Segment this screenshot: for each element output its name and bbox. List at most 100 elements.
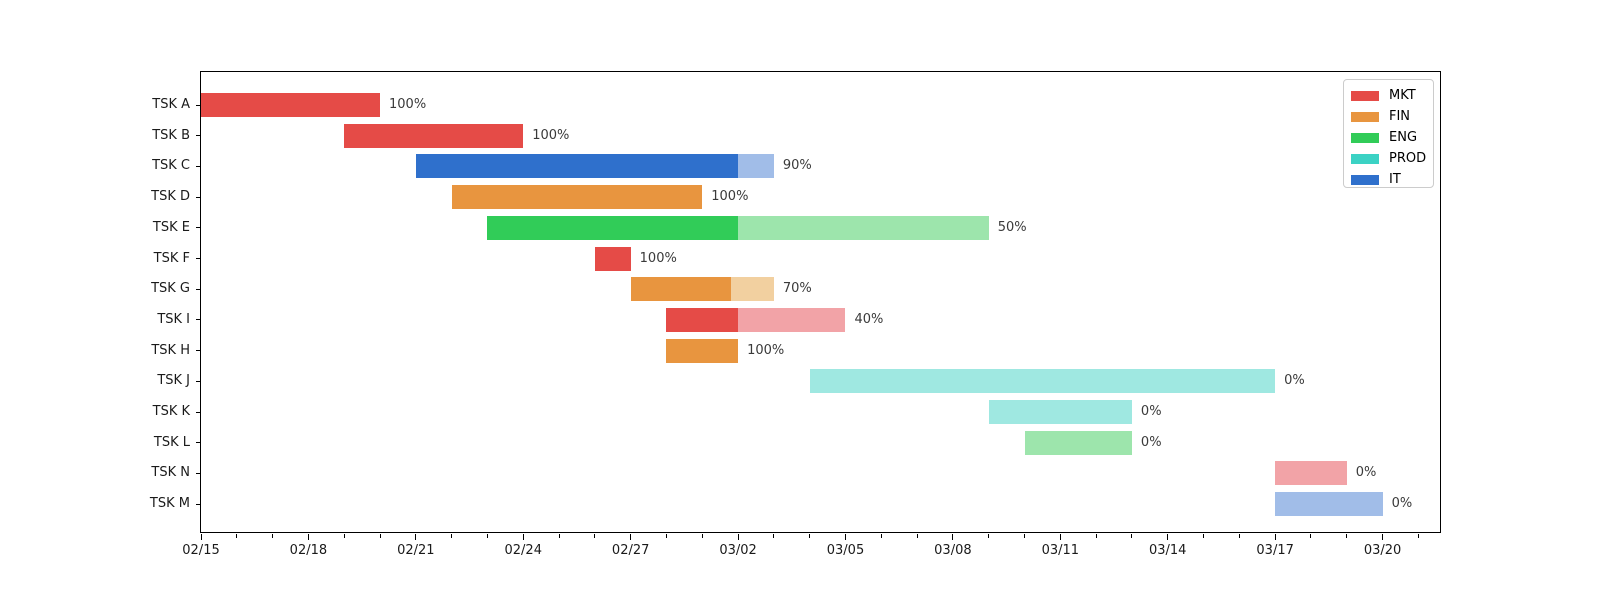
task-bar-complete-segment [487,215,739,240]
task-bar-remaining-segment [1024,430,1132,455]
x-axis-tick-label: 02/15 [182,543,220,558]
legend-item: MKT [1344,86,1433,107]
y-axis-label: TSK H [151,342,190,358]
task-percent-label: 0% [1140,434,1162,450]
task-percent-label: 100% [389,97,427,112]
y-axis-tick [196,380,200,382]
legend-label: MKT [1389,88,1416,103]
x-axis-tick-label: 03/02 [719,543,757,558]
x-axis-major-tick [307,534,309,540]
x-axis-tick-label: 02/21 [397,543,435,558]
legend-item: FIN [1344,107,1433,128]
x-axis-minor-tick [880,534,882,538]
y-axis-label: TSK L [153,434,190,450]
y-axis-label: TSK F [153,250,190,266]
x-axis-minor-tick [1417,534,1419,538]
x-axis-minor-tick [272,534,274,538]
legend-swatch [1351,175,1379,185]
task-percent-label: 0% [1391,496,1413,512]
y-axis-label: TSK M [149,496,190,512]
y-axis-tick [196,442,200,444]
y-axis-tick [196,319,200,321]
x-axis-major-tick [1167,534,1169,540]
y-axis-label: TSK C [152,158,190,174]
x-axis-tick-label: 02/27 [611,543,650,558]
y-axis-label: TSK A [152,97,190,112]
x-axis-major-tick [737,534,739,540]
y-axis-label: TSK E [152,219,190,235]
task-bar-remaining-segment [738,154,774,179]
x-axis-minor-tick [486,534,488,538]
task-bar-remaining-segment [738,215,989,240]
x-axis-minor-tick [1310,534,1312,538]
legend-item: IT [1344,170,1433,191]
x-axis-tick-label: 03/20 [1363,543,1402,558]
x-axis-major-tick [952,534,954,540]
task-bar-complete-segment [201,93,381,117]
task-percent-label: 100% [711,189,749,205]
task-percent-label: 0% [1355,465,1377,481]
legend-swatch [1351,133,1379,143]
x-axis-major-tick [415,534,417,540]
task-bar-complete-segment [451,185,703,210]
x-axis-minor-tick [916,534,918,538]
x-axis-minor-tick [988,534,990,538]
task-bar-complete-segment [344,123,524,148]
x-axis-minor-tick [236,534,238,538]
task-bar-remaining-segment [1275,492,1383,517]
y-axis-tick [196,503,200,505]
task-bar-complete-segment [666,338,739,363]
x-axis-minor-tick [594,534,596,538]
x-axis-major-tick [1274,534,1276,540]
x-axis-major-tick [844,534,846,540]
legend-item: ENG [1344,128,1433,149]
task-percent-label: 100% [747,342,785,358]
x-axis-minor-tick [665,534,667,538]
x-axis-major-tick [1382,534,1384,540]
y-axis-label: TSK G [151,281,190,297]
y-axis-tick [196,196,200,198]
task-bar-remaining-segment [809,369,1276,394]
task-bar-remaining-segment [738,307,846,332]
y-axis-tick [196,258,200,259]
y-axis-tick [196,350,200,352]
x-axis-minor-tick [558,534,560,538]
x-axis-major-tick [200,534,202,540]
task-percent-label: 40% [854,311,884,327]
task-bar-complete-segment [415,154,739,179]
x-axis-major-tick [1059,534,1061,540]
legend-label: FIN [1389,109,1411,124]
legend-label: IT [1389,172,1401,187]
x-axis-tick-label: 03/14 [1148,543,1187,558]
task-percent-label: 0% [1284,373,1305,389]
y-axis-tick [196,288,200,290]
y-axis-label: TSK B [152,127,190,143]
y-axis-label: TSK K [152,404,190,419]
legend-label: ENG [1389,130,1418,145]
y-axis-label: TSK N [151,465,190,481]
task-percent-label: 70% [782,281,812,297]
x-axis-minor-tick [1024,534,1025,538]
y-axis-tick [196,227,200,229]
x-axis-major-tick [630,534,632,540]
x-axis-minor-tick [1238,534,1240,538]
x-axis-tick-label: 03/17 [1256,543,1294,558]
legend: MKT FIN ENG PROD IT [1343,79,1434,188]
task-bar-complete-segment [666,307,739,332]
x-axis-minor-tick [701,534,703,538]
y-axis-tick [196,135,200,137]
y-axis-label: TSK D [151,189,190,205]
y-axis-tick [196,472,200,474]
x-axis-minor-tick [773,534,775,538]
x-axis-tick-label: 02/18 [289,543,328,558]
x-axis-minor-tick [379,534,381,538]
y-axis-tick [196,165,200,167]
task-bar-remaining-segment [1275,461,1347,486]
y-axis-label: TSK I [157,311,190,327]
x-axis-tick-label: 03/05 [826,543,865,558]
plot-area: 100% TSK A 100% TSK B 90% TSK C 100% TSK D 50% TS… [150,71,1441,558]
x-axis-minor-tick [809,534,811,538]
task-bar-remaining-segment [988,400,1132,424]
legend-swatch [1351,154,1379,164]
